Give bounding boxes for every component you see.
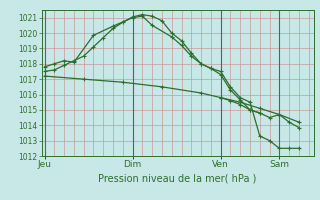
X-axis label: Pression niveau de la mer( hPa ): Pression niveau de la mer( hPa ) bbox=[99, 173, 257, 183]
